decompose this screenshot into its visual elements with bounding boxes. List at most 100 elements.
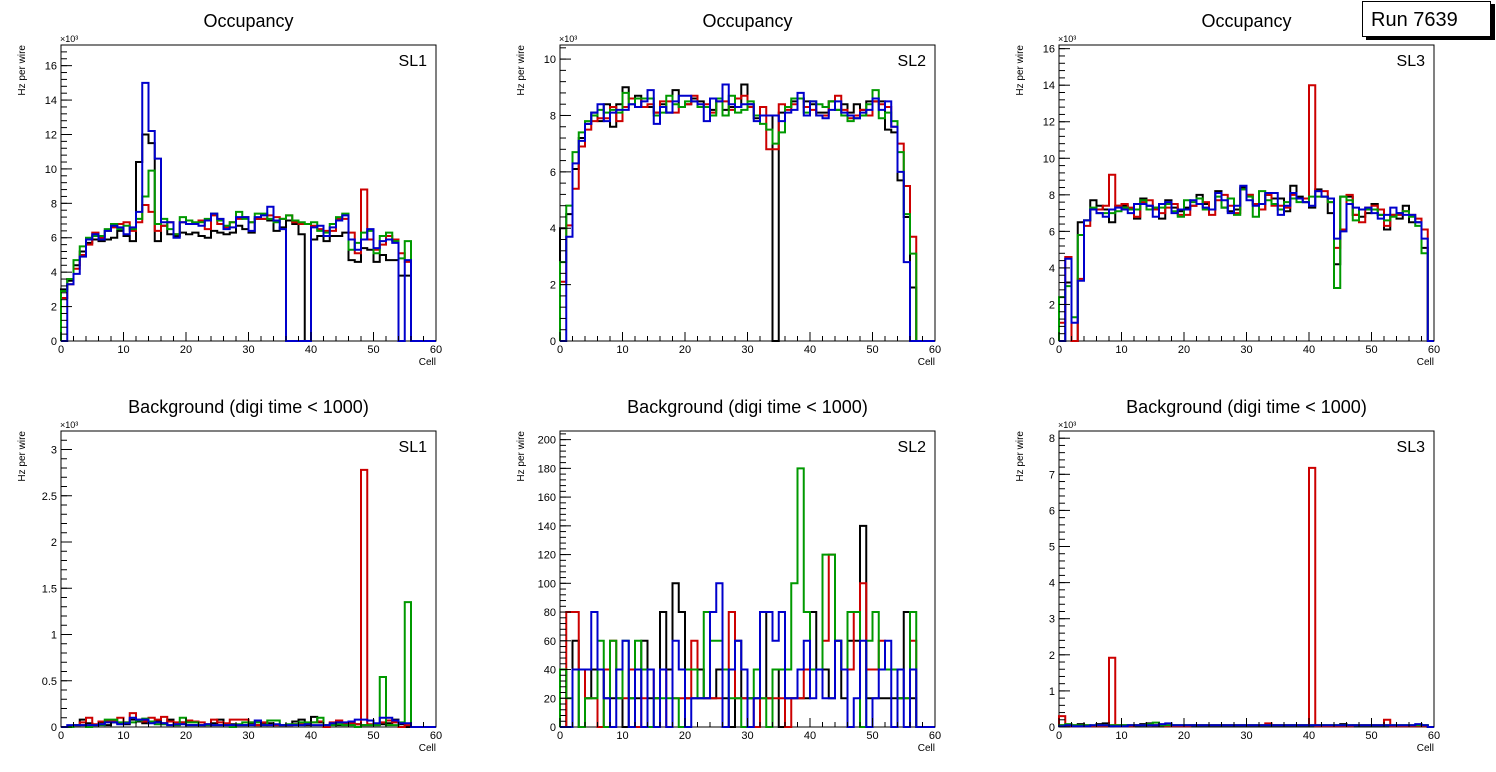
series-blue: [560, 83, 935, 342]
x-tick-label: 10: [616, 344, 628, 356]
y-tick-label: 5: [1049, 542, 1055, 554]
y-tick-label: 2.5: [42, 491, 57, 503]
chart-title: Occupancy: [203, 11, 293, 31]
y-tick-label: 0: [51, 336, 57, 348]
x-tick-label: 20: [1178, 344, 1190, 356]
superlayer-label: SL1: [399, 53, 428, 70]
panel-occupancy-sl2: Occupancy 0 10 20 30 40 50 60 0 2 4 6 8 10 ×10³ Cell Hz …: [499, 0, 979, 386]
y-tick-label: 40: [544, 665, 556, 677]
x-tick-label: 30: [741, 344, 753, 356]
x-tick-label: 40: [804, 730, 816, 742]
y-tick-label: 6: [550, 167, 556, 179]
superlayer-label: SL1: [399, 439, 428, 456]
y-tick-label: 10: [544, 54, 556, 66]
y-tick-label: 4: [550, 223, 556, 235]
x-tick-label: 30: [1240, 730, 1252, 742]
y-tick-label: 6: [51, 233, 57, 245]
x-axis-label: Cell: [1417, 357, 1434, 368]
superlayer-label: SL3: [1397, 53, 1426, 70]
x-tick-label: 20: [180, 730, 192, 742]
y-tick-label: 160: [538, 492, 556, 504]
x-tick-label: 60: [430, 730, 442, 742]
superlayer-label: SL2: [898, 53, 927, 70]
chart-title: Background (digi time < 1000): [1126, 397, 1367, 417]
chart-svg: Background (digi time < 1000)0 10 20 30 40 50…: [516, 397, 941, 754]
y-tick-label: 16: [1043, 44, 1055, 56]
y-tick-label: 3: [51, 445, 57, 457]
y-tick-label: 2: [1049, 650, 1055, 662]
x-tick-label: 0: [58, 344, 64, 356]
y-tick-label: 2: [51, 302, 57, 314]
x-tick-label: 60: [1428, 344, 1440, 356]
y-axis-label: Hz per wire: [516, 431, 527, 482]
y-tick-label: 140: [538, 521, 556, 533]
x-tick-label: 20: [180, 344, 192, 356]
panel-background-sl1: Background (digi time < 1000) 0 10 20 30 40 50…: [0, 386, 480, 772]
run-label: Run 7639: [1371, 9, 1458, 31]
y-tick-label: 0: [1049, 336, 1055, 348]
x-tick-label: 20: [1178, 730, 1190, 742]
x-tick-label: 40: [305, 730, 317, 742]
chart-svg: Background (digi time < 1000)0 10 20 30 40 50…: [1015, 397, 1440, 754]
x-tick-label: 10: [117, 344, 129, 356]
x-axis-label: Cell: [918, 357, 935, 368]
series-green: [61, 601, 436, 728]
chart-title: Occupancy: [702, 11, 792, 31]
panel-occupancy-sl3: Occupancy 0 10 20 30 40 50 60 0 2 4 6 8 10 12 14 16 ×10³ C…: [998, 0, 1478, 386]
y-tick-label: 1.5: [42, 583, 57, 595]
y-tick-label: 0: [550, 722, 556, 734]
y-tick-label: 4: [1049, 578, 1055, 590]
x-tick-label: 30: [741, 730, 753, 742]
y-tick-label: 60: [544, 636, 556, 648]
x-tick-label: 50: [367, 730, 379, 742]
series-black: [60, 133, 436, 342]
x-tick-label: 50: [1365, 730, 1377, 742]
y-tick-label: 3: [1049, 614, 1055, 626]
x-tick-label: 0: [557, 730, 563, 742]
y-tick-label: 80: [544, 607, 556, 619]
series-green: [559, 467, 935, 728]
y-tick-label: 0: [1049, 722, 1055, 734]
y-tick-label: 20: [544, 693, 556, 705]
y-tick-label: 1: [1049, 686, 1055, 698]
x-tick-label: 40: [1303, 344, 1315, 356]
y-exponent-label: ×10³: [1058, 420, 1076, 430]
x-tick-label: 10: [117, 730, 129, 742]
x-tick-label: 60: [430, 344, 442, 356]
x-tick-label: 40: [804, 344, 816, 356]
y-exponent-label: ×10³: [60, 420, 78, 430]
y-tick-label: 6: [1049, 226, 1055, 238]
superlayer-label: SL2: [898, 439, 927, 456]
x-tick-label: 40: [305, 344, 317, 356]
y-tick-label: 8: [1049, 433, 1055, 445]
panel-background-sl3: Background (digi time < 1000) 0 10 20 30 40 50…: [998, 386, 1478, 772]
panel-occupancy-sl1: Occupancy 0 10 20 30 40 50 60 0 2 4 6 8 10 12 14 16 ×10³ C…: [0, 0, 480, 386]
y-exponent-label: ×10³: [1058, 34, 1076, 44]
series-blue: [560, 582, 935, 728]
x-tick-label: 40: [1303, 730, 1315, 742]
y-tick-label: 0: [51, 722, 57, 734]
run-label-box: Run 7639: [1362, 1, 1491, 37]
y-axis-label: Hz per wire: [1015, 45, 1026, 96]
x-tick-label: 0: [557, 344, 563, 356]
y-tick-label: 100: [538, 578, 556, 590]
x-tick-label: 0: [1056, 730, 1062, 742]
y-tick-label: 16: [45, 61, 57, 73]
series-red: [559, 94, 935, 342]
x-tick-label: 20: [679, 730, 691, 742]
series-black: [1059, 184, 1434, 342]
chart-svg: Background (digi time < 1000)0 10 20 30 40 50…: [17, 397, 442, 754]
y-tick-label: 8: [1049, 190, 1055, 202]
y-tick-label: 120: [538, 550, 556, 562]
x-tick-label: 30: [242, 730, 254, 742]
x-tick-label: 30: [242, 344, 254, 356]
y-tick-label: 14: [45, 95, 57, 107]
x-tick-label: 20: [679, 344, 691, 356]
y-tick-label: 4: [1049, 263, 1055, 275]
y-tick-label: 2: [51, 537, 57, 549]
x-tick-label: 60: [929, 344, 941, 356]
x-tick-label: 50: [866, 344, 878, 356]
